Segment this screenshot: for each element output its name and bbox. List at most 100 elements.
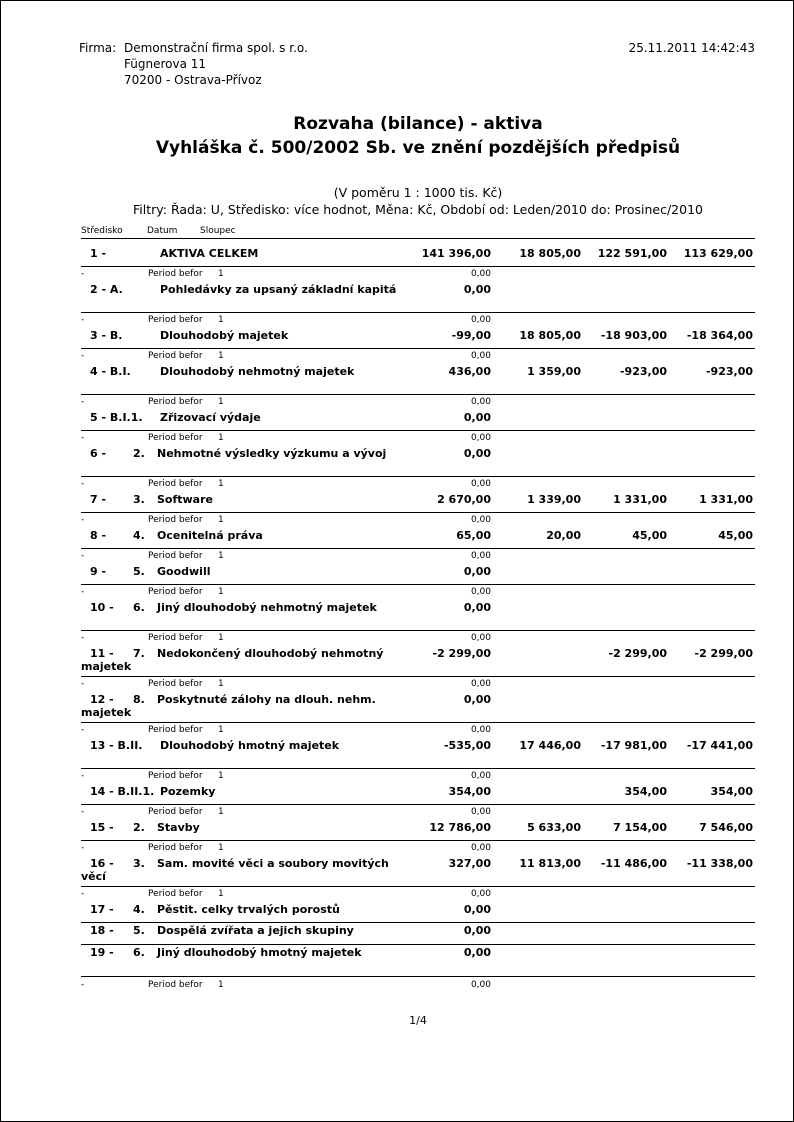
row-name: Dlouhodobý hmotný majetek	[160, 739, 340, 752]
row-subnumber: 5.	[133, 565, 145, 578]
row-value: -923,00	[619, 365, 667, 378]
detail-period: Period befor	[148, 479, 203, 489]
row-value: 0,00	[463, 924, 491, 937]
row-name: Pěstit. celky trvalých porostů	[157, 903, 340, 916]
report-title: Rozvaha (bilance) - aktiva	[293, 114, 543, 134]
detail-dash: -	[81, 587, 85, 597]
firm-name: Demonstrační firma spol. s r.o.	[124, 41, 308, 55]
separator	[81, 630, 755, 631]
row-label: 16 - 3. Sam. movité věci a soubory movitýc…	[81, 857, 406, 883]
row-name: AKTIVA CELKEM	[160, 247, 259, 260]
separator	[81, 548, 755, 549]
row-value: 0,00	[463, 411, 491, 424]
row-value: 2 670,00	[437, 493, 491, 506]
row-name: Software	[157, 493, 213, 506]
row-number: 16 -	[90, 857, 114, 870]
separator	[81, 804, 755, 805]
detail-column: 1	[218, 551, 224, 561]
row-label: 9 - 5. Goodwill	[81, 565, 406, 578]
row-label: 11 - 7. Nedokončený dlouhodobý nehmotný ma…	[81, 647, 406, 673]
separator	[81, 722, 755, 723]
row-subnumber: 7.	[133, 647, 145, 660]
detail-period: Period befor	[148, 679, 203, 689]
row-label: 6 - 2. Nehmotné výsledky výzkumu a vývoj	[81, 447, 406, 460]
detail-value: 0,00	[470, 433, 491, 443]
detail-value: 0,00	[470, 843, 491, 853]
filters: Filtry: Řada: U, Středisko: více hodnot,…	[133, 202, 703, 217]
detail-column: 1	[218, 679, 224, 689]
detail-period: Period befor	[148, 587, 203, 597]
row-name: Stavby	[157, 821, 200, 834]
row-value: 65,00	[456, 529, 491, 542]
row-value: -535,00	[443, 739, 491, 752]
row-value: 18 805,00	[519, 329, 581, 342]
detail-value: 0,00	[470, 351, 491, 361]
detail-column: 1	[218, 633, 224, 643]
separator	[81, 676, 755, 677]
column-header: Středisko	[81, 226, 123, 236]
row-value: -2 299,00	[694, 647, 754, 660]
row-name: Dlouhodobý majetek	[160, 329, 289, 342]
row-value: 1 359,00	[527, 365, 581, 378]
row-label: 10 - 6. Jiný dlouhodobý nehmotný majetek	[81, 601, 406, 614]
row-label: 4 - B.I. Dlouhodobý nehmotný majetek	[81, 365, 406, 378]
detail-period: Period befor	[148, 771, 203, 781]
row-value: -18 364,00	[686, 329, 753, 342]
row-number: 10 -	[90, 601, 114, 614]
row-value: 354,00	[448, 785, 491, 798]
row-subnumber: 3.	[133, 857, 145, 870]
row-value: 12 786,00	[429, 821, 491, 834]
detail-value: 0,00	[470, 980, 491, 990]
detail-column: 1	[218, 351, 224, 361]
separator	[81, 238, 755, 239]
row-number: 15 -	[90, 821, 114, 834]
row-name: Nehmotné výsledky výzkumu a vývoj	[157, 447, 387, 460]
row-label: 18 - 5. Dospělá zvířata a jejich skupiny	[81, 924, 406, 937]
row-value: 1 331,00	[699, 493, 753, 506]
row-value: -99,00	[451, 329, 491, 342]
detail-period: Period befor	[148, 807, 203, 817]
detail-dash: -	[81, 679, 85, 689]
row-value: 45,00	[718, 529, 753, 542]
detail-dash: -	[81, 515, 85, 525]
firm-city: 70200 - Ostrava-Přívoz	[124, 73, 262, 87]
detail-value: 0,00	[470, 479, 491, 489]
row-name: Goodwill	[157, 565, 211, 578]
row-name: Ocenitelná práva	[157, 529, 263, 542]
row-label: 8 - 4. Ocenitelná práva	[81, 529, 406, 542]
page-number: 1/4	[409, 1014, 427, 1027]
row-subnumber: 6.	[133, 946, 145, 959]
row-number: 6 -	[90, 447, 107, 460]
row-number: 3 - B.	[90, 329, 123, 342]
detail-dash: -	[81, 269, 85, 279]
row-name: Dospělá zvířata a jejich skupiny	[157, 924, 354, 937]
detail-period: Period befor	[148, 551, 203, 561]
detail-period: Period befor	[148, 269, 203, 279]
row-number: 1 -	[90, 247, 107, 260]
row-value: 113 629,00	[683, 247, 753, 260]
row-value: 0,00	[463, 693, 491, 706]
row-value: 0,00	[463, 903, 491, 916]
detail-period: Period befor	[148, 843, 203, 853]
detail-column: 1	[218, 269, 224, 279]
detail-dash: -	[81, 843, 85, 853]
row-value: 122 591,00	[597, 247, 667, 260]
separator	[81, 922, 755, 923]
row-name: Pozemky	[160, 785, 216, 798]
row-label: 19 - 6. Jiný dlouhodobý hmotný majetek	[81, 946, 406, 959]
row-label: 7 - 3. Software	[81, 493, 406, 506]
detail-column: 1	[218, 315, 224, 325]
row-value: -923,00	[705, 365, 753, 378]
detail-column: 1	[218, 843, 224, 853]
row-label: 13 - B.II. Dlouhodobý hmotný majetek	[81, 739, 406, 752]
detail-column: 1	[218, 771, 224, 781]
row-name: Zřizovací výdaje	[160, 411, 261, 424]
detail-period: Period befor	[148, 889, 203, 899]
row-value: -11 338,00	[686, 857, 753, 870]
row-name: Dlouhodobý nehmotný majetek	[160, 365, 355, 378]
row-label: 17 - 4. Pěstit. celky trvalých porostů	[81, 903, 406, 916]
separator	[81, 512, 755, 513]
row-value: 5 633,00	[527, 821, 581, 834]
detail-value: 0,00	[470, 725, 491, 735]
